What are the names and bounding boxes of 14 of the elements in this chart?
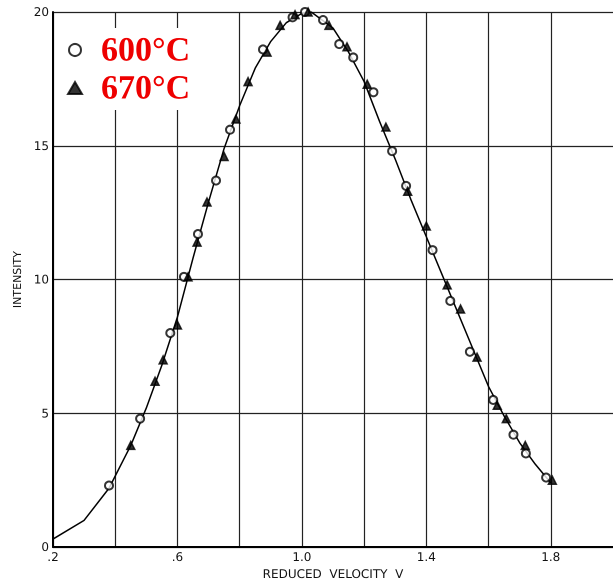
y-axis-title: INTENSITY (10, 250, 24, 308)
x-tick-label: 1.0 (292, 550, 312, 564)
x-tick-label: 1.8 (541, 550, 560, 564)
x-axis-title: REDUCED VELOCITY V (262, 567, 404, 581)
y-tick-label: 5 (41, 406, 49, 420)
y-tick-label: 0 (41, 540, 49, 554)
x-tick-label: .6 (172, 550, 184, 564)
y-tick-label: 20 (34, 5, 49, 19)
legend-label: 670°C (101, 70, 190, 106)
x-tick-label: .2 (47, 550, 59, 564)
y-tick-label: 15 (34, 138, 49, 153)
y-tick-label: 10 (34, 272, 49, 287)
legend-label: 600°C (101, 32, 190, 68)
x-tick-label: 1.4 (416, 550, 436, 564)
